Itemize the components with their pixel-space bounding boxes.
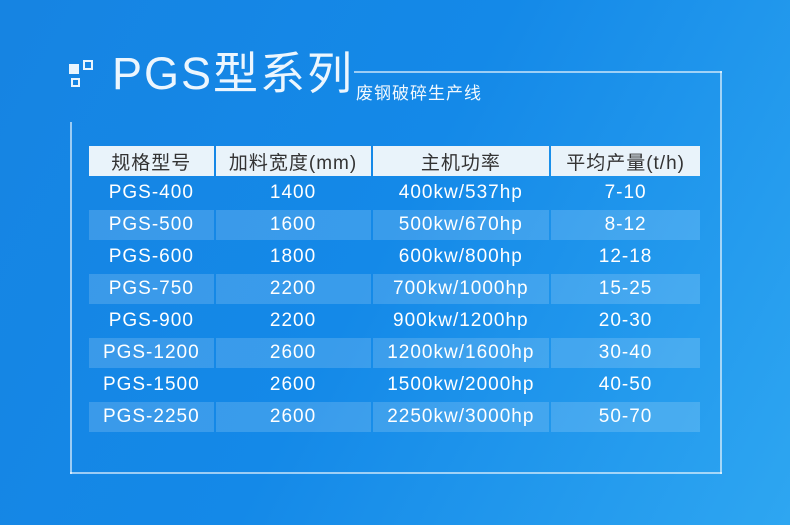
cell-model: PGS-2250 [89, 402, 214, 432]
cell-power: 900kw/1200hp [393, 310, 529, 331]
cell-width: 2600 [215, 402, 371, 432]
cell-model: PGS-600 [108, 246, 194, 267]
cell-width: 2600 [215, 338, 371, 368]
square-outline-icon [83, 60, 93, 70]
frame-line-bottom [70, 472, 722, 474]
frame-line-left [70, 122, 72, 474]
cell-power: 600kw/800hp [398, 246, 523, 267]
cell-power: 2250kw/3000hp [372, 402, 550, 432]
table-row: PGS-600 1800 600kw/800hp 12-18 [89, 242, 700, 272]
title-underline [354, 71, 722, 73]
table-row: PGS-900 2200 900kw/1200hp 20-30 [89, 306, 700, 336]
cell-width: 1400 [269, 182, 317, 203]
cell-width: 1800 [269, 246, 317, 267]
cell-output: 12-18 [598, 246, 653, 267]
square-outline-small-icon [71, 78, 80, 87]
cell-output: 30-40 [551, 338, 700, 368]
cell-power: 1500kw/2000hp [387, 374, 535, 395]
col-header-output: 平均产量(t/h) [551, 146, 700, 176]
page-title: PGS型系列 [112, 48, 355, 99]
cell-power: 1200kw/1600hp [372, 338, 550, 368]
cell-output: 7-10 [604, 182, 647, 203]
cell-width: 2600 [269, 374, 317, 395]
cell-power: 700kw/1000hp [372, 274, 550, 304]
cell-model: PGS-1500 [102, 374, 200, 395]
table-row: PGS-750 2200 700kw/1000hp 15-25 [89, 274, 700, 304]
table-row: PGS-500 1600 500kw/670hp 8-12 [89, 210, 700, 240]
cell-width: 2200 [269, 310, 317, 331]
cell-output: 8-12 [551, 210, 700, 240]
frame-line-right [720, 71, 722, 474]
cell-width: 2200 [215, 274, 371, 304]
square-filled-icon [69, 64, 79, 74]
spec-table: 规格型号 加料宽度(mm) 主机功率 平均产量(t/h) PGS-400 140… [87, 144, 702, 434]
col-header-model: 规格型号 [89, 146, 214, 176]
table-row: PGS-1200 2600 1200kw/1600hp 30-40 [89, 338, 700, 368]
squares-icon [68, 59, 96, 89]
cell-width: 1600 [215, 210, 371, 240]
cell-output: 40-50 [598, 374, 653, 395]
col-header-power: 主机功率 [372, 146, 550, 176]
cell-model: PGS-1200 [89, 338, 214, 368]
table-row: PGS-400 1400 400kw/537hp 7-10 [89, 178, 700, 208]
table-row: PGS-2250 2600 2250kw/3000hp 50-70 [89, 402, 700, 432]
cell-output: 50-70 [551, 402, 700, 432]
col-header-feed-width: 加料宽度(mm) [215, 146, 371, 176]
cell-output: 20-30 [598, 310, 653, 331]
cell-model: PGS-500 [89, 210, 214, 240]
cell-power: 400kw/537hp [398, 182, 523, 203]
cell-output: 15-25 [551, 274, 700, 304]
cell-model: PGS-900 [108, 310, 194, 331]
cell-power: 500kw/670hp [372, 210, 550, 240]
page-subtitle: 废钢破碎生产线 [356, 84, 482, 103]
table-row: PGS-1500 2600 1500kw/2000hp 40-50 [89, 370, 700, 400]
cell-model: PGS-750 [89, 274, 214, 304]
table-header-row: 规格型号 加料宽度(mm) 主机功率 平均产量(t/h) [89, 146, 700, 176]
cell-model: PGS-400 [108, 182, 194, 203]
